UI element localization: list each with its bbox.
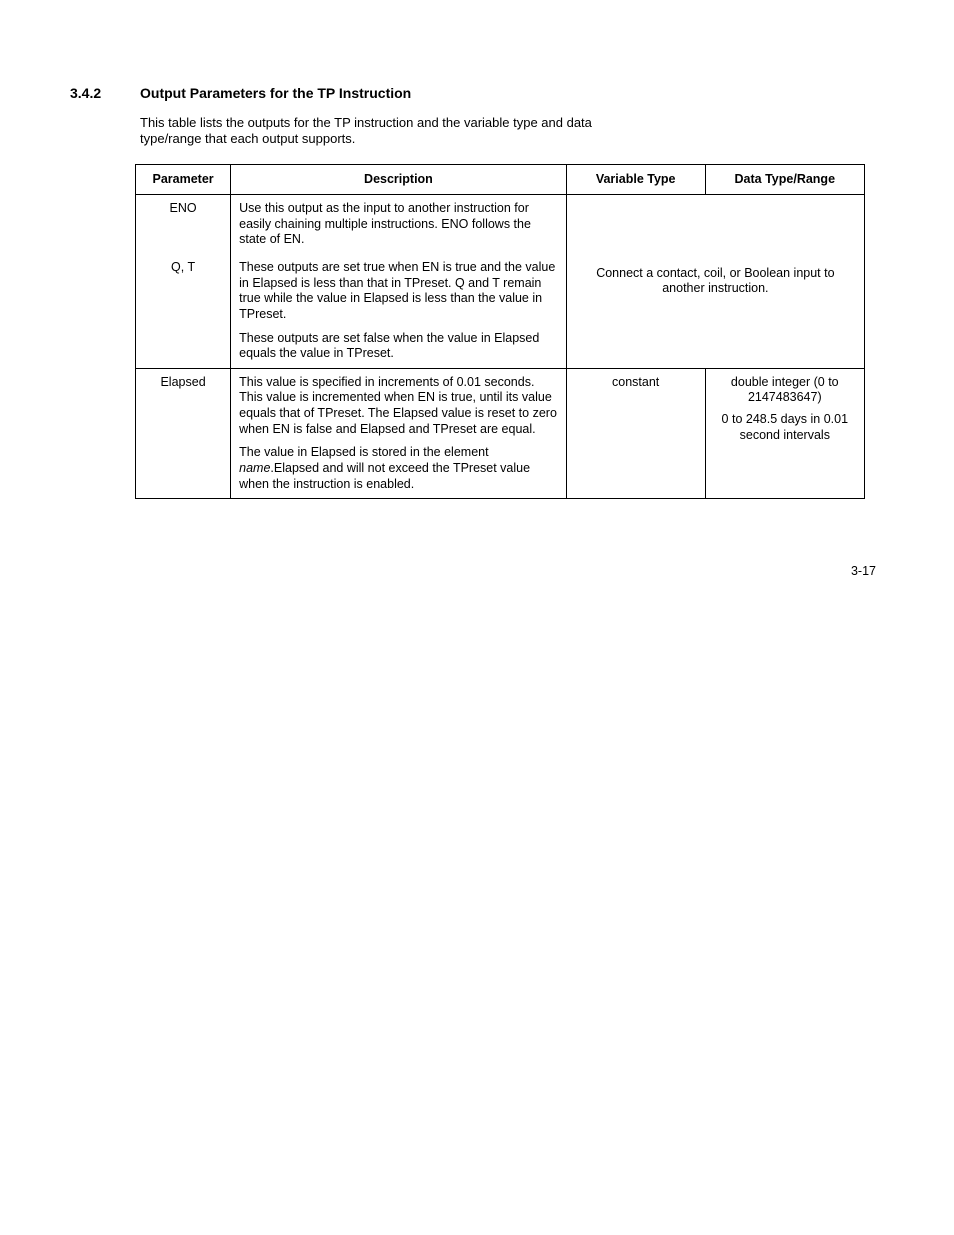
cell-range-elapsed: double integer (0 to 2147483647) 0 to 24… (705, 368, 864, 498)
cell-desc-eno: Use this output as the input to another … (231, 195, 567, 254)
table-row: Elapsed This value is specified in incre… (136, 368, 865, 498)
cell-desc-qt: These outputs are set true when EN is tr… (231, 254, 567, 368)
table-row: ENO Use this output as the input to anot… (136, 195, 865, 254)
cell-merged-connect: Connect a contact, coil, or Boolean inpu… (566, 195, 864, 369)
cell-param-elapsed: Elapsed (136, 368, 231, 498)
desc-elapsed-p2: The value in Elapsed is stored in the el… (239, 445, 558, 492)
range-elapsed-p1: double integer (0 to 2147483647) (714, 375, 856, 406)
cell-param-eno: ENO (136, 195, 231, 254)
desc-qt-p1: These outputs are set true when EN is tr… (239, 260, 558, 323)
page-number: 3-17 (851, 564, 876, 578)
th-variable-type: Variable Type (566, 164, 705, 195)
cell-desc-elapsed: This value is specified in increments of… (231, 368, 567, 498)
th-data-range: Data Type/Range (705, 164, 864, 195)
intro-text: This table lists the outputs for the TP … (140, 115, 640, 148)
th-parameter: Parameter (136, 164, 231, 195)
desc-qt-p2: These outputs are set false when the val… (239, 331, 558, 362)
th-description: Description (231, 164, 567, 195)
output-parameters-table: Parameter Description Variable Type Data… (135, 164, 865, 500)
section-title: Output Parameters for the TP Instruction (140, 85, 411, 101)
section-heading: 3.4.2 Output Parameters for the TP Instr… (70, 85, 876, 101)
cell-vtype-elapsed: constant (566, 368, 705, 498)
cell-param-qt: Q, T (136, 254, 231, 368)
desc-elapsed-p1: This value is specified in increments of… (239, 375, 558, 438)
section-number: 3.4.2 (70, 85, 140, 101)
range-elapsed-p2: 0 to 248.5 days in 0.01 second intervals (714, 412, 856, 443)
